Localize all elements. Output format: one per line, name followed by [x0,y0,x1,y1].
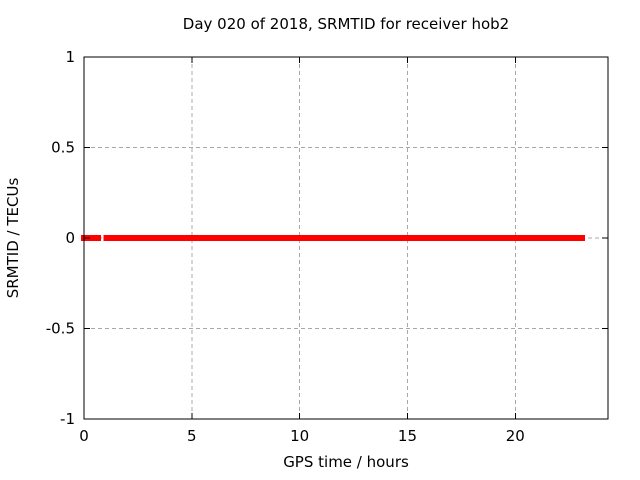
data-segment [103,235,586,241]
x-tick-label: 0 [79,427,89,445]
y-tick-label: 0.5 [51,139,75,157]
data-series [81,235,586,241]
y-tick-label: -1 [60,410,75,428]
chart-title: Day 020 of 2018, SRMTID for receiver hob… [183,15,509,33]
x-tick-label: 5 [187,427,197,445]
x-axis-label: GPS time / hours [283,453,409,471]
x-tick-label: 20 [506,427,525,445]
x-tick-label: 15 [398,427,417,445]
x-tick-label: 10 [290,427,309,445]
tick-labels: 0 5 10 15 20 1 0.5 0 -0.5 -1 [46,48,525,445]
y-axis-label: SRMTID / TECUs [4,178,22,299]
y-tick-label: 1 [65,48,75,66]
y-tick-label: 0 [65,229,75,247]
data-segment [88,235,102,241]
y-tick-label: -0.5 [46,320,75,338]
plot-border [83,56,609,420]
